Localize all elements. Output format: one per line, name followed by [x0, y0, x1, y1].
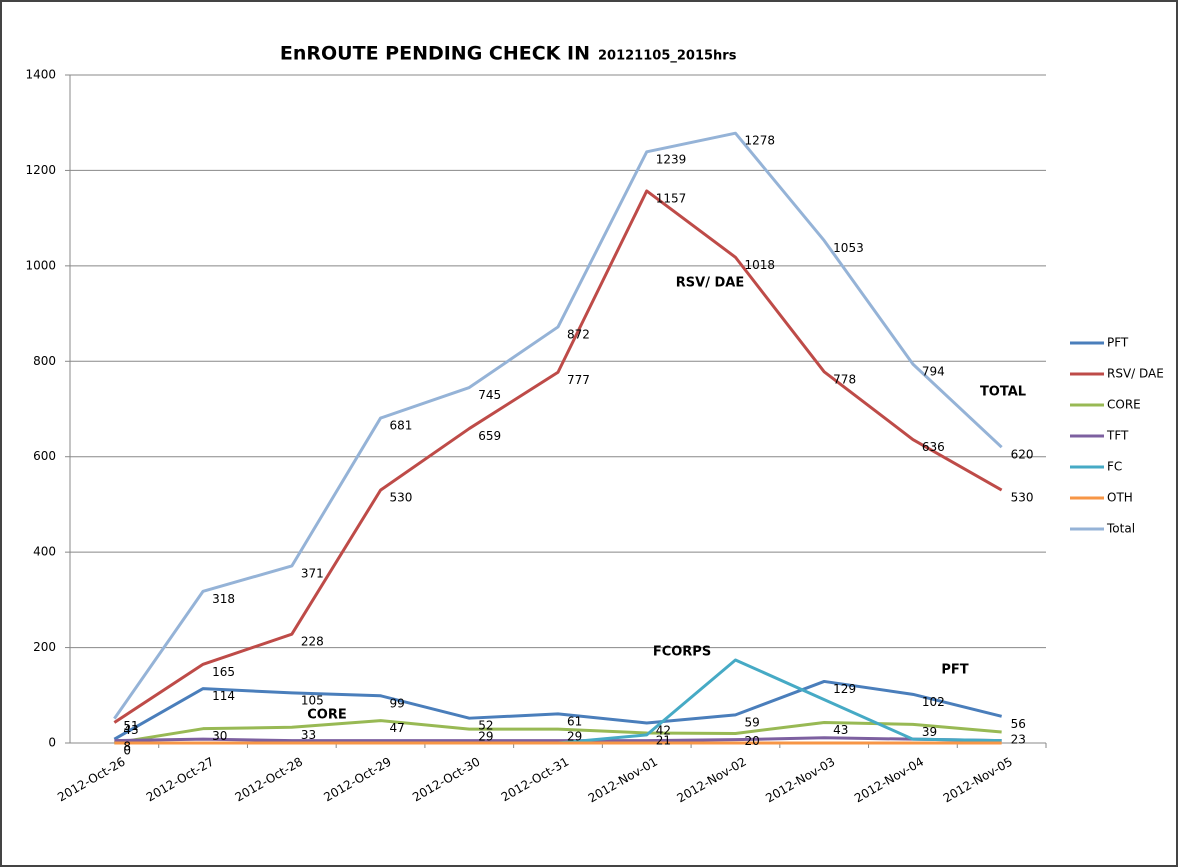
data-label: 659: [478, 429, 501, 443]
data-label: 165: [212, 665, 235, 679]
data-label: 29: [567, 730, 582, 744]
data-label: 794: [922, 365, 945, 379]
data-label: 1278: [744, 134, 775, 148]
legend-label: OTH: [1107, 491, 1133, 505]
data-label: 1018: [744, 258, 775, 272]
data-label: 681: [390, 419, 413, 433]
data-label: 530: [1011, 491, 1034, 505]
y-tick-label: 200: [33, 640, 56, 654]
data-label: 43: [123, 723, 138, 737]
data-label: 105: [301, 693, 324, 707]
y-tick-label: 1200: [25, 163, 56, 177]
y-tick-label: 800: [33, 354, 56, 368]
data-label: 777: [567, 373, 590, 387]
data-label: 0: [123, 744, 131, 758]
data-label: 33: [301, 728, 316, 742]
legend-label: FC: [1107, 460, 1122, 474]
annotation: TOTAL: [980, 385, 1026, 400]
data-label: 51: [123, 719, 138, 733]
data-label: 20: [744, 734, 759, 748]
legend-label: PFT: [1107, 336, 1129, 350]
data-label: 1157: [656, 191, 687, 205]
data-label: 1239: [656, 152, 687, 166]
data-label: 42: [656, 723, 671, 737]
data-label: 228: [301, 635, 324, 649]
legend-label: RSV/ DAE: [1107, 367, 1164, 381]
data-label: 129: [833, 682, 856, 696]
series-line: [114, 719, 1002, 745]
data-label: 636: [922, 440, 945, 454]
legend-label: CORE: [1107, 398, 1141, 412]
data-label: 114: [212, 689, 235, 703]
data-label: 778: [833, 372, 856, 386]
data-label: 21: [656, 733, 671, 747]
data-label: 318: [212, 592, 235, 606]
annotation: PFT: [941, 663, 968, 678]
series-line: [113, 679, 1002, 741]
data-label: 23: [1011, 733, 1026, 747]
chart-title: EnROUTE PENDING CHECK IN: [280, 43, 590, 65]
data-label: 61: [567, 714, 582, 728]
data-label: 102: [922, 695, 945, 709]
data-label: 530: [390, 491, 413, 505]
y-tick-label: 600: [33, 449, 56, 463]
series-line: [113, 189, 1003, 724]
data-label: 620: [1011, 448, 1034, 462]
data-label: 371: [301, 566, 324, 580]
data-label: 99: [390, 696, 405, 710]
data-label: 872: [567, 327, 590, 341]
y-tick-label: 1400: [25, 68, 56, 82]
series-line: [114, 736, 1002, 743]
data-label: 8: [123, 740, 131, 754]
annotation: CORE: [307, 708, 346, 723]
series-line: [113, 131, 1003, 720]
data-label: 39: [922, 725, 937, 739]
legend-label: Total: [1106, 522, 1135, 536]
data-label: 59: [744, 715, 759, 729]
data-label: 52: [478, 719, 493, 733]
y-tick-label: 400: [33, 545, 56, 559]
data-label: 47: [390, 721, 405, 735]
data-label: 30: [212, 729, 227, 743]
y-tick-label: 0: [48, 736, 56, 750]
annotation: RSV/ DAE: [676, 276, 744, 291]
legend-label: TFT: [1106, 429, 1129, 443]
annotation: FCORPS: [653, 645, 711, 660]
y-tick-label: 1000: [25, 258, 56, 272]
data-label: 43: [833, 723, 848, 737]
data-label: 29: [478, 730, 493, 744]
data-label: 1053: [833, 241, 864, 255]
data-label: 745: [478, 388, 501, 402]
chart-subtitle: 20121105_2015hrs: [598, 49, 737, 64]
data-label: 56: [1011, 717, 1026, 731]
